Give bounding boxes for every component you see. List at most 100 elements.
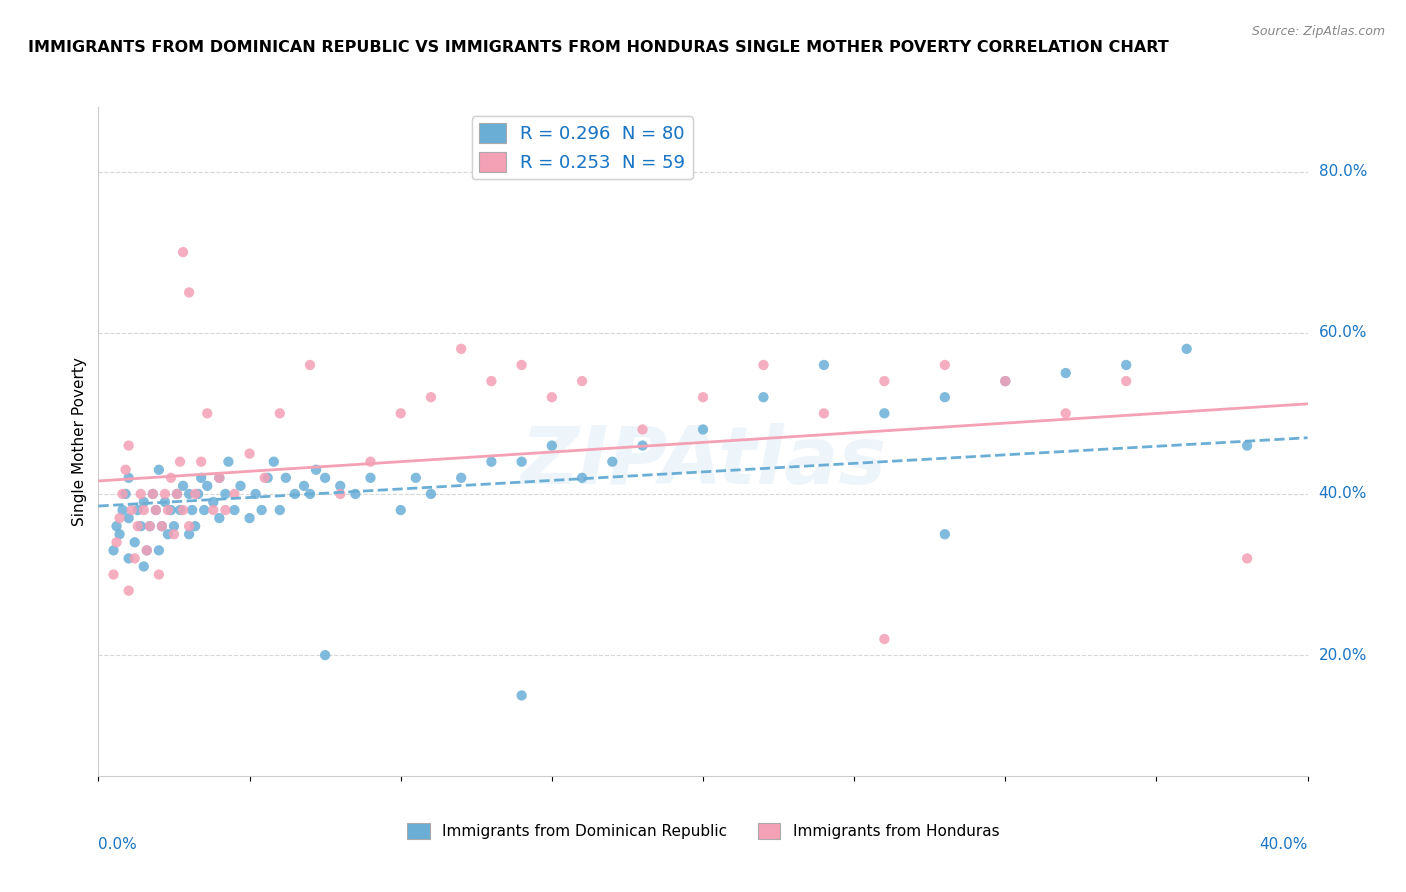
Point xyxy=(250,503,273,517)
Point xyxy=(127,503,149,517)
Point xyxy=(994,374,1017,388)
Point xyxy=(299,358,322,372)
Point xyxy=(118,583,141,598)
Point xyxy=(148,567,170,582)
Point xyxy=(190,455,212,469)
Point xyxy=(166,487,188,501)
Text: 60.0%: 60.0% xyxy=(1319,326,1367,340)
Point xyxy=(124,535,146,549)
Point xyxy=(813,358,835,372)
Point xyxy=(540,390,562,404)
Point xyxy=(450,471,472,485)
Point xyxy=(129,487,152,501)
Point xyxy=(269,406,291,420)
Point xyxy=(208,471,231,485)
Point xyxy=(274,471,297,485)
Point xyxy=(129,519,152,533)
Point xyxy=(127,519,149,533)
Point xyxy=(692,422,714,436)
Point xyxy=(187,487,209,501)
Point xyxy=(481,455,503,469)
Point xyxy=(224,487,246,501)
Point xyxy=(121,503,143,517)
Point xyxy=(510,689,533,703)
Point xyxy=(481,374,503,388)
Point xyxy=(253,471,276,485)
Point xyxy=(873,374,896,388)
Point xyxy=(299,487,322,501)
Point xyxy=(329,479,352,493)
Point xyxy=(193,503,215,517)
Point xyxy=(571,471,593,485)
Point xyxy=(172,245,194,260)
Text: 80.0%: 80.0% xyxy=(1319,164,1367,179)
Point xyxy=(195,406,218,420)
Point xyxy=(184,519,207,533)
Point xyxy=(150,519,173,533)
Point xyxy=(360,455,382,469)
Point xyxy=(873,632,896,646)
Point xyxy=(145,503,167,517)
Point xyxy=(389,406,412,420)
Point xyxy=(145,503,167,517)
Point xyxy=(118,439,141,453)
Point xyxy=(184,487,207,501)
Point xyxy=(160,503,183,517)
Point xyxy=(190,471,212,485)
Point xyxy=(292,479,315,493)
Point xyxy=(873,406,896,420)
Point xyxy=(1236,439,1258,453)
Point xyxy=(118,511,141,525)
Point xyxy=(360,471,382,485)
Point xyxy=(214,503,236,517)
Point xyxy=(329,487,352,501)
Point xyxy=(132,559,155,574)
Text: 0.0%: 0.0% xyxy=(98,837,138,852)
Point xyxy=(179,285,201,300)
Point xyxy=(239,511,262,525)
Text: 20.0%: 20.0% xyxy=(1319,648,1367,663)
Point xyxy=(450,342,472,356)
Point xyxy=(239,447,262,461)
Text: 40.0%: 40.0% xyxy=(1319,486,1367,501)
Point xyxy=(172,479,194,493)
Point xyxy=(118,471,141,485)
Point xyxy=(132,495,155,509)
Point xyxy=(1054,406,1077,420)
Point xyxy=(148,463,170,477)
Point xyxy=(202,495,225,509)
Point xyxy=(229,479,252,493)
Point xyxy=(1236,551,1258,566)
Point xyxy=(153,495,176,509)
Point xyxy=(571,374,593,388)
Point xyxy=(420,390,443,404)
Point xyxy=(752,390,775,404)
Point xyxy=(108,527,131,541)
Point xyxy=(692,390,714,404)
Point xyxy=(181,503,204,517)
Point xyxy=(256,471,278,485)
Point xyxy=(208,471,231,485)
Point xyxy=(153,487,176,501)
Text: 40.0%: 40.0% xyxy=(1260,837,1308,852)
Point xyxy=(224,503,246,517)
Point xyxy=(132,503,155,517)
Point xyxy=(179,519,201,533)
Point xyxy=(169,503,191,517)
Point xyxy=(994,374,1017,388)
Point xyxy=(139,519,162,533)
Text: ZIPAtlas: ZIPAtlas xyxy=(520,423,886,500)
Legend: R = 0.296  N = 80, R = 0.253  N = 59: R = 0.296 N = 80, R = 0.253 N = 59 xyxy=(471,116,693,179)
Point xyxy=(124,551,146,566)
Point xyxy=(114,463,136,477)
Point xyxy=(156,527,179,541)
Point xyxy=(114,487,136,501)
Point xyxy=(103,543,125,558)
Point xyxy=(142,487,165,501)
Point xyxy=(389,503,412,517)
Point xyxy=(540,439,562,453)
Point xyxy=(169,455,191,469)
Point xyxy=(631,422,654,436)
Point xyxy=(163,527,186,541)
Point xyxy=(263,455,285,469)
